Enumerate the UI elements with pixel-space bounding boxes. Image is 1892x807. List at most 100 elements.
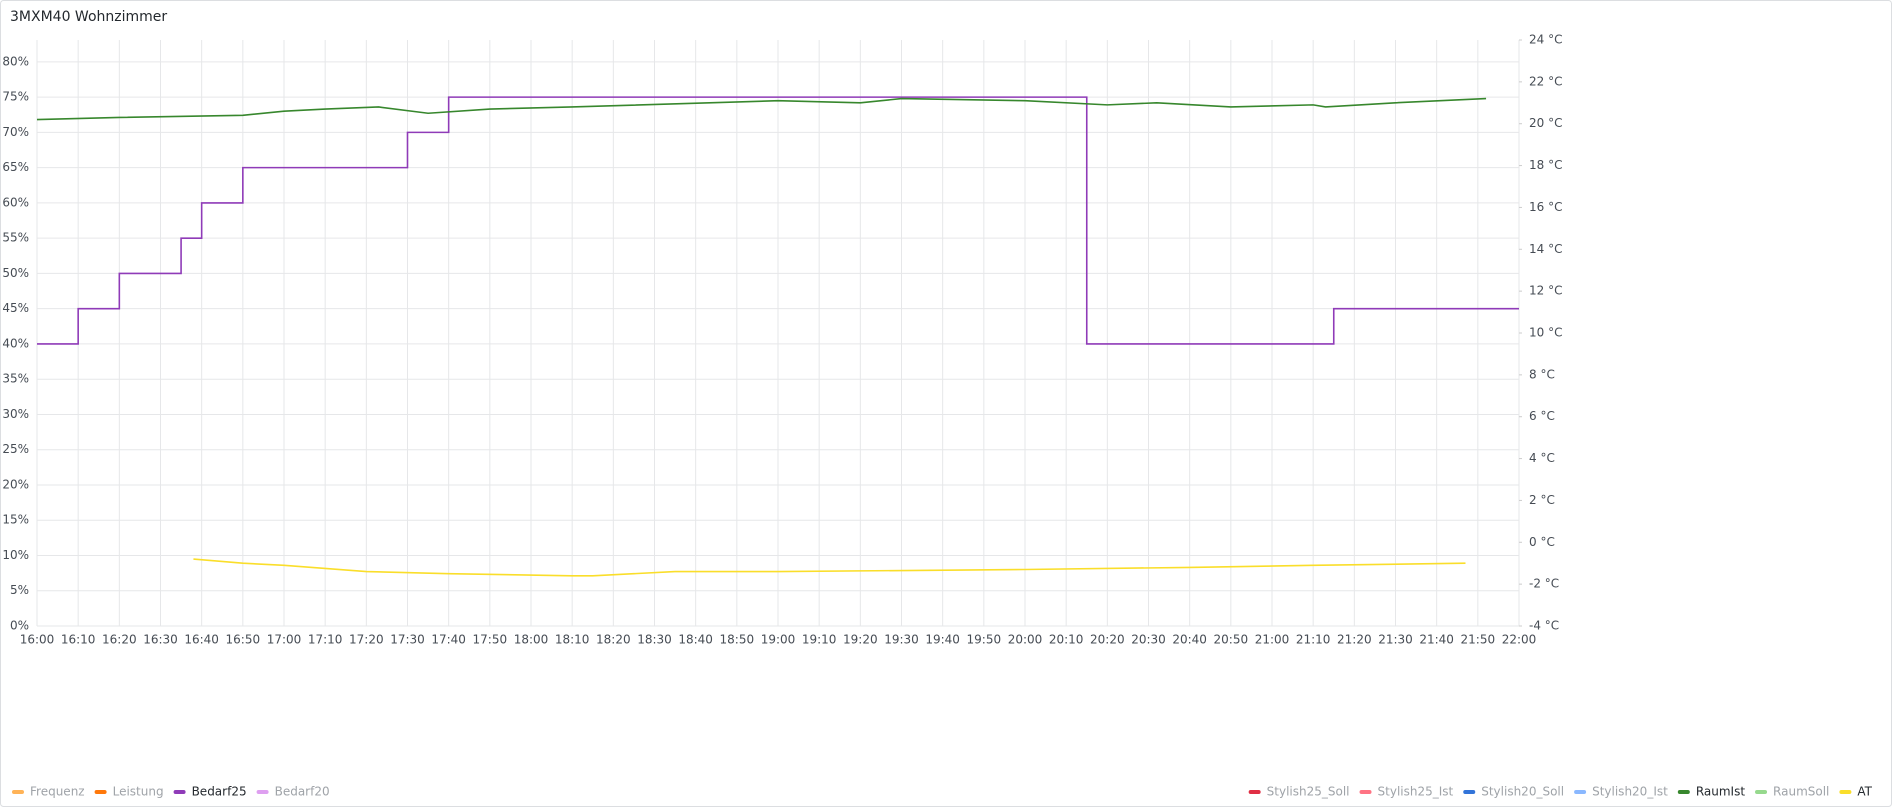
x-tick-label: 16:10 xyxy=(61,633,96,647)
y-tick-label: 5% xyxy=(10,583,29,597)
x-tick-label: 18:00 xyxy=(514,633,549,647)
legend-label: Stylish20_Ist xyxy=(1592,785,1668,799)
y2-tick-label: 10 °C xyxy=(1529,326,1562,340)
x-tick-label: 18:10 xyxy=(555,633,590,647)
y2-tick-label: 6 °C xyxy=(1529,409,1555,423)
legend-label: Bedarf20 xyxy=(275,785,330,799)
x-tick-label: 19:20 xyxy=(843,633,878,647)
y-tick-label: 40% xyxy=(2,336,29,350)
y-tick-label: 55% xyxy=(2,231,29,245)
x-tick-label: 18:50 xyxy=(720,633,755,647)
y-tick-label: 70% xyxy=(2,125,29,139)
x-tick-label: 20:20 xyxy=(1090,633,1125,647)
y-tick-label: 10% xyxy=(2,548,29,562)
legend-label: Stylish20_Soll xyxy=(1481,785,1564,799)
y2-tick-label: 14 °C xyxy=(1529,242,1562,256)
legend-item[interactable]: Stylish20_Ist xyxy=(1574,785,1668,799)
x-tick-label: 18:40 xyxy=(678,633,713,647)
legend-label: Stylish25_Soll xyxy=(1267,785,1350,799)
legend-label: Leistung xyxy=(113,785,164,799)
legend-swatch xyxy=(1755,790,1768,794)
legend-swatch xyxy=(12,790,24,794)
x-tick-label: 17:20 xyxy=(349,633,384,647)
y-tick-label: 75% xyxy=(2,90,29,104)
x-tick-label: 22:00 xyxy=(1502,633,1537,647)
legend-item[interactable]: AT xyxy=(1839,785,1873,799)
legend-item[interactable]: Stylish25_Soll xyxy=(1248,785,1350,799)
x-tick-label: 16:30 xyxy=(143,633,178,647)
y-tick-label: 30% xyxy=(2,407,29,421)
y-tick-label: 15% xyxy=(2,513,29,527)
legend-label: RaumSoll xyxy=(1773,785,1829,799)
x-tick-label: 20:00 xyxy=(1008,633,1043,647)
legend-item[interactable]: Stylish25_Ist xyxy=(1359,785,1454,799)
x-tick-label: 20:10 xyxy=(1049,633,1084,647)
legend-label: AT xyxy=(1857,785,1872,799)
y-tick-label: 65% xyxy=(2,160,29,174)
y-tick-label: 45% xyxy=(2,301,29,315)
y-tick-label: 20% xyxy=(2,477,29,491)
x-tick-label: 19:30 xyxy=(884,633,919,647)
y2-tick-label: 22 °C xyxy=(1529,74,1562,88)
x-tick-label: 19:50 xyxy=(967,633,1002,647)
y-tick-label: 60% xyxy=(2,195,29,209)
legend-left: Frequenz Leistung Bedarf25 Bedarf20 xyxy=(12,785,330,799)
x-tick-label: 17:30 xyxy=(390,633,425,647)
legend-swatch xyxy=(1839,790,1852,794)
y2-tick-label: 16 °C xyxy=(1529,200,1562,214)
y-tick-label: 25% xyxy=(2,442,29,456)
x-tick-label: 21:10 xyxy=(1296,633,1331,647)
legend-item[interactable]: Bedarf25 xyxy=(173,785,247,799)
y2-tick-label: 18 °C xyxy=(1529,158,1562,172)
legend-swatch xyxy=(173,790,186,794)
legend-label: RaumIst xyxy=(1696,785,1746,799)
legend-item[interactable]: Bedarf20 xyxy=(256,785,330,799)
legend-label: Bedarf25 xyxy=(192,785,247,799)
x-tick-label: 21:00 xyxy=(1255,633,1290,647)
y-tick-label: 35% xyxy=(2,372,29,386)
y2-tick-label: -4 °C xyxy=(1529,619,1559,633)
y-tick-label: 0% xyxy=(10,619,29,633)
legend-swatch xyxy=(1359,790,1372,794)
x-tick-label: 17:10 xyxy=(308,633,343,647)
legend-label: Frequenz xyxy=(30,785,85,799)
legend-swatch xyxy=(94,790,107,794)
legend-swatch xyxy=(1463,790,1476,794)
legend-item[interactable]: RaumIst xyxy=(1677,785,1746,799)
series-line xyxy=(37,96,1519,345)
x-tick-label: 17:40 xyxy=(431,633,466,647)
x-tick-label: 21:40 xyxy=(1419,633,1454,647)
y-tick-label: 50% xyxy=(2,266,29,280)
x-tick-label: 19:10 xyxy=(802,633,837,647)
x-tick-label: 21:30 xyxy=(1378,633,1413,647)
legend-item[interactable]: Frequenz xyxy=(12,785,85,799)
x-tick-label: 17:50 xyxy=(473,633,508,647)
x-tick-label: 16:40 xyxy=(184,633,219,647)
legend-item[interactable]: Stylish20_Soll xyxy=(1463,785,1564,799)
y2-tick-label: 0 °C xyxy=(1529,535,1555,549)
x-tick-label: 21:50 xyxy=(1461,633,1496,647)
y2-tick-label: 24 °C xyxy=(1529,33,1562,47)
axes: 0% 5% 10% 15% 20% 25% 30% 35% 40% 45% 50% 55% 60% 65%… xyxy=(2,33,1562,647)
legend-swatch xyxy=(1574,790,1587,794)
x-tick-label: 18:30 xyxy=(637,633,672,647)
panel-title: 3MXM40 Wohnzimmer xyxy=(10,9,167,25)
series-line xyxy=(193,558,1466,577)
legend-right: Stylish25_Soll Stylish25_Ist Stylish20_Sol… xyxy=(1248,785,1873,799)
x-tick-label: 20:40 xyxy=(1172,633,1207,647)
x-tick-label: 20:50 xyxy=(1214,633,1249,647)
y2-tick-label: 12 °C xyxy=(1529,284,1562,298)
y2-tick-label: 8 °C xyxy=(1529,367,1555,381)
legend-label: Stylish25_Ist xyxy=(1378,785,1454,799)
x-tick-label: 19:00 xyxy=(761,633,796,647)
x-tick-label: 16:20 xyxy=(102,633,137,647)
y2-tick-label: -2 °C xyxy=(1529,577,1559,591)
plot xyxy=(36,96,1519,577)
x-tick-label: 20:30 xyxy=(1131,633,1166,647)
grid xyxy=(36,40,1520,627)
legend-swatch xyxy=(1248,790,1261,794)
legend-item[interactable]: RaumSoll xyxy=(1755,785,1829,799)
legend-item[interactable]: Leistung xyxy=(94,785,164,799)
